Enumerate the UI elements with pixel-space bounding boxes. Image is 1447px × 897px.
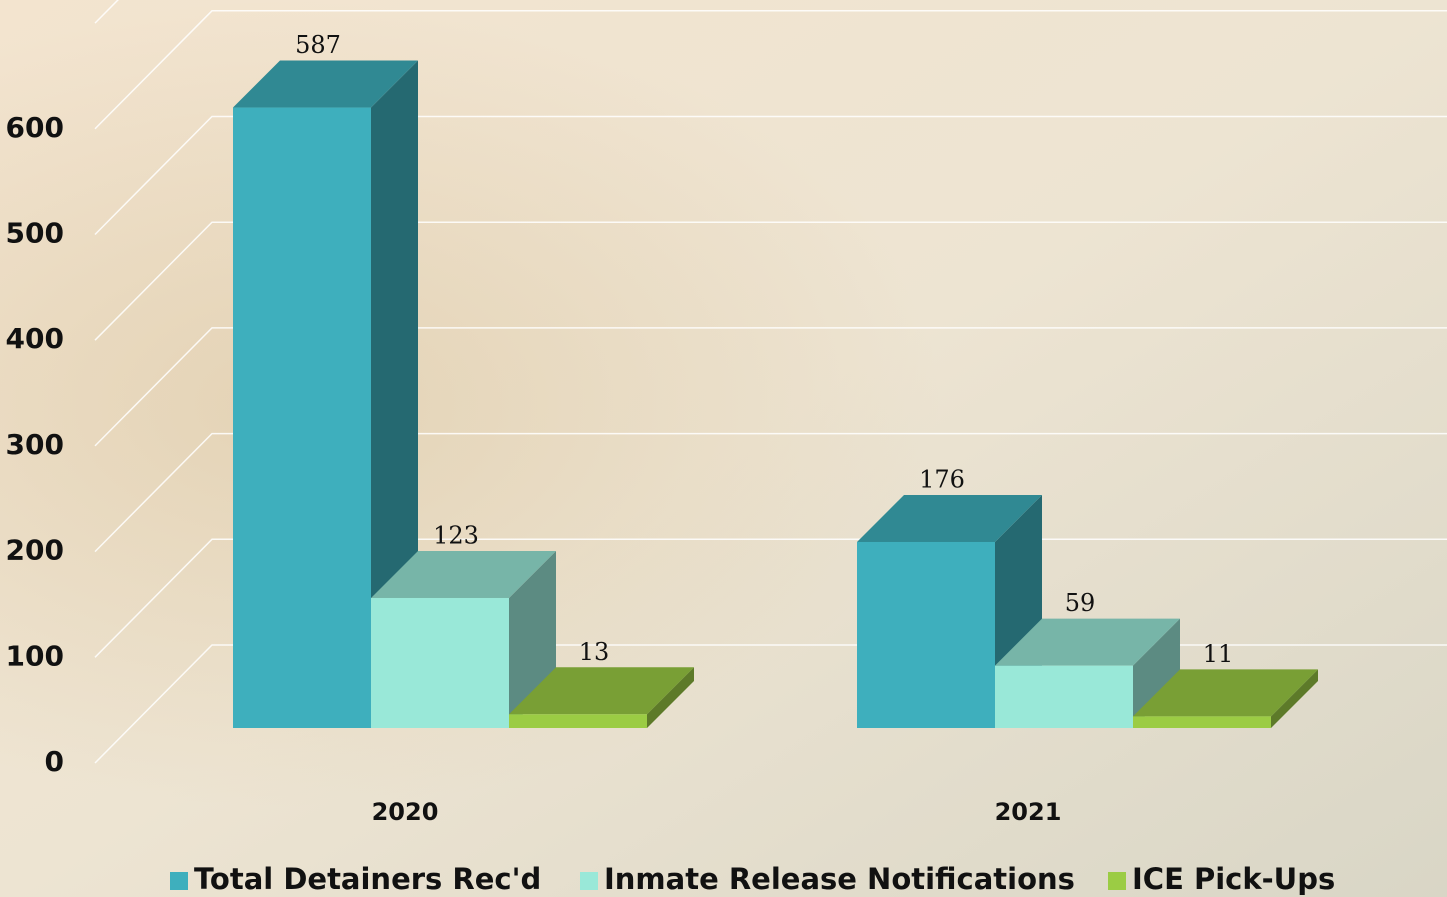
- bar-front: [1133, 716, 1271, 728]
- y-tick-label: 600: [6, 111, 64, 144]
- value-label: 587: [295, 31, 341, 59]
- bar-front: [857, 542, 995, 728]
- value-label: 13: [579, 638, 610, 666]
- bar-front: [995, 666, 1133, 728]
- bar-front: [371, 598, 509, 728]
- legend-label: Inmate Release Notifications: [604, 862, 1075, 896]
- y-tick-label: 400: [6, 322, 64, 355]
- bar-front: [509, 714, 647, 728]
- legend-label: ICE Pick-Ups: [1132, 862, 1335, 896]
- background-badge: [0, 0, 1447, 897]
- value-label: 123: [433, 521, 479, 549]
- x-tick-label: 2020: [372, 798, 439, 826]
- value-label: 59: [1065, 589, 1096, 617]
- y-tick-label: 200: [6, 534, 64, 567]
- y-tick-label: 300: [6, 428, 64, 461]
- value-label: 11: [1203, 640, 1234, 668]
- legend-swatch: [580, 872, 598, 890]
- chart: 0 100 200 300 400 500 600 2020 587 123 13 2021 176 59…: [0, 0, 1447, 897]
- bar-front: [233, 108, 371, 728]
- legend-swatch: [1108, 872, 1126, 890]
- page: {"chart_data": {"type": "bar3d", "catego…: [0, 0, 1447, 897]
- value-label: 176: [919, 465, 965, 493]
- legend-label: Total Detainers Rec'd: [194, 862, 541, 896]
- y-tick-label: 500: [6, 217, 64, 250]
- x-tick-label: 2021: [995, 798, 1062, 826]
- y-tick-label: 100: [6, 639, 64, 672]
- legend-swatch: [170, 872, 188, 890]
- y-tick-label: 0: [45, 745, 64, 778]
